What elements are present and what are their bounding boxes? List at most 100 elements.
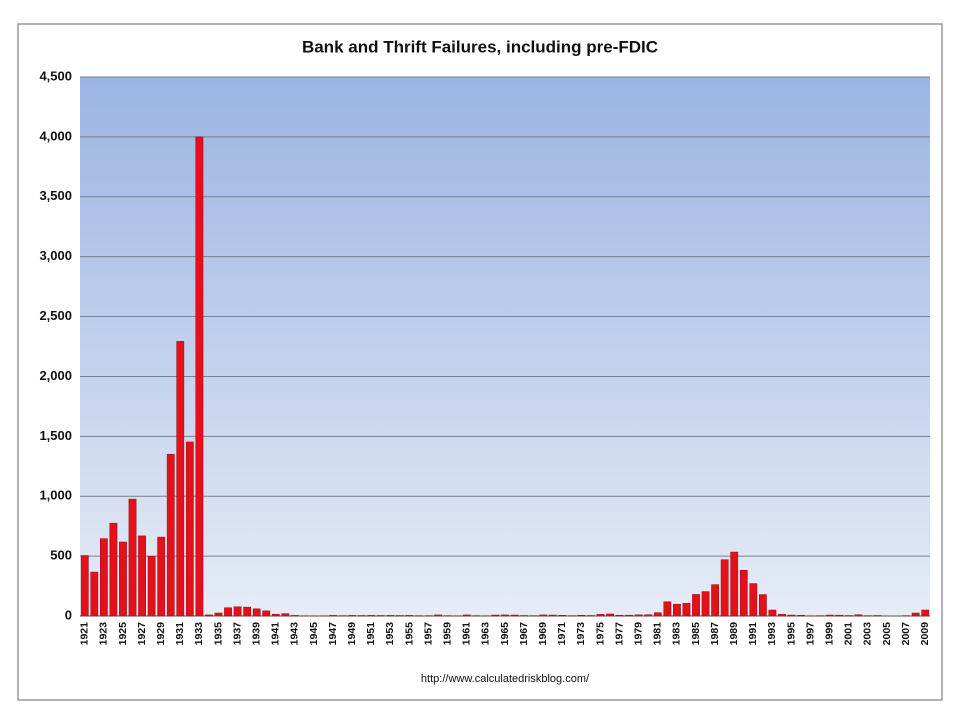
x-tick-label: 1945 [308, 622, 320, 646]
x-tick-label: 1937 [231, 622, 243, 646]
y-tick-label: 2,000 [39, 368, 72, 383]
bar [559, 615, 566, 616]
bar [148, 556, 155, 616]
y-tick-label: 4,000 [39, 128, 72, 143]
x-tick-label: 1929 [155, 622, 167, 646]
plot-area [80, 77, 930, 616]
x-tick-label: 1969 [537, 622, 549, 646]
x-tick-label: 1973 [575, 622, 587, 646]
x-tick-label: 1983 [671, 622, 683, 646]
x-tick-label: 1925 [117, 622, 129, 646]
x-tick-label: 1951 [365, 622, 377, 646]
bar [234, 607, 241, 616]
x-tick-label: 1931 [174, 622, 186, 646]
bar [224, 608, 231, 616]
x-tick-label: 1927 [136, 622, 148, 646]
bar [329, 615, 336, 616]
x-tick-label: 1965 [499, 622, 511, 646]
x-tick-label: 1921 [79, 622, 91, 646]
x-tick-label: 2009 [919, 622, 931, 646]
x-tick-label: 1995 [785, 622, 797, 646]
x-tick-label: 1963 [480, 622, 492, 646]
bar [750, 584, 757, 616]
bar [119, 542, 126, 616]
bar [282, 614, 289, 616]
bar [501, 615, 508, 616]
x-tick-label: 1941 [270, 622, 282, 646]
x-tick-label: 1999 [824, 622, 836, 646]
x-tick-label: 1975 [594, 622, 606, 646]
x-tick-label: 1981 [652, 622, 664, 646]
chart-title: Bank and Thrift Failures, including pre-… [302, 37, 658, 56]
bar [731, 552, 738, 616]
x-tick-label: 2001 [843, 622, 855, 646]
y-tick-label: 2,500 [39, 308, 72, 323]
bar [244, 607, 251, 616]
bar [272, 614, 279, 616]
bar [158, 537, 165, 616]
x-tick-label: 1935 [212, 622, 224, 646]
x-tick-label: 2005 [881, 622, 893, 646]
bar [253, 609, 260, 616]
bar [826, 615, 833, 616]
bar [463, 615, 470, 616]
x-tick-label: 1971 [556, 622, 568, 646]
bar [138, 536, 145, 616]
x-tick-label: 1977 [613, 622, 625, 646]
x-tick-label: 1959 [441, 622, 453, 646]
x-tick-label: 1967 [518, 622, 530, 646]
x-tick-label: 1955 [403, 622, 415, 646]
bar [692, 594, 699, 616]
bar [711, 585, 718, 616]
bar [645, 615, 652, 616]
bar [616, 615, 623, 616]
bar [215, 613, 222, 616]
x-tick-label: 1997 [804, 622, 816, 646]
x-tick-label: 1985 [690, 622, 702, 646]
bar [186, 442, 193, 616]
bar [177, 341, 184, 616]
bar [129, 499, 136, 616]
x-tick-label: 1933 [193, 622, 205, 646]
y-tick-label: 500 [50, 548, 72, 563]
bar [740, 570, 747, 616]
source: http://www.calculatedriskblog.com/ [421, 673, 590, 685]
bar [110, 523, 117, 616]
x-tick-label: 1947 [327, 622, 339, 646]
x-tick-label: 1989 [728, 622, 740, 646]
bar [797, 615, 804, 616]
y-tick-label: 1,000 [39, 488, 72, 503]
bar [855, 615, 862, 616]
y-tick-label: 0 [65, 607, 72, 622]
bar [167, 454, 174, 616]
bar [683, 603, 690, 616]
x-tick-label: 1987 [709, 622, 721, 646]
bar [492, 615, 499, 616]
bar [664, 602, 671, 616]
bar [435, 615, 442, 616]
bar [263, 611, 270, 616]
bar [549, 615, 556, 616]
bar [349, 615, 356, 616]
bar [721, 560, 728, 616]
bar [759, 595, 766, 616]
x-tick-label: 1979 [632, 622, 644, 646]
bar [196, 137, 203, 616]
bar [654, 613, 661, 616]
x-tick-label: 2007 [900, 622, 912, 646]
bar [626, 615, 633, 616]
y-tick-label: 4,500 [39, 68, 72, 83]
bar [673, 604, 680, 616]
bar [778, 614, 785, 616]
bar [702, 592, 709, 616]
x-tick-label: 1991 [747, 622, 759, 646]
bar [606, 614, 613, 616]
bar [291, 615, 298, 616]
bar [635, 615, 642, 616]
bar [81, 556, 88, 616]
bar [368, 615, 375, 616]
y-tick-label: 1,500 [39, 428, 72, 443]
x-tick-label: 1957 [422, 622, 434, 646]
bar [922, 610, 929, 616]
